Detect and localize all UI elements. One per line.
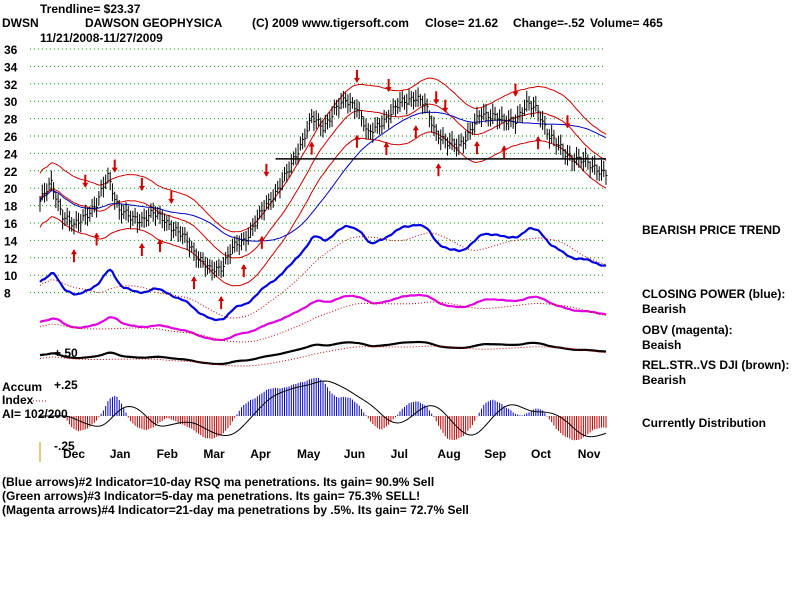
close-price: Close= 21.62	[425, 16, 499, 30]
closing-power-line	[39, 223, 607, 322]
y-tick-label: 26	[4, 130, 18, 144]
signal-arrows	[70, 69, 571, 310]
y-tick-label: 28	[4, 113, 18, 127]
copyright: (C) 2009 www.tigersoft.com	[252, 16, 409, 30]
down-arrow-head	[111, 167, 118, 173]
distribution-status: Currently Distribution	[642, 416, 767, 430]
down-arrow-head	[442, 107, 449, 113]
indicator-lines	[39, 223, 607, 367]
up-arrow-head	[156, 238, 163, 244]
y-tick-label: 20	[4, 182, 18, 196]
down-arrow-head	[138, 186, 145, 192]
down-arrow-head	[353, 77, 360, 83]
footer-line-3: (Magenta arrows)#4 Indicator=21-day ma p…	[2, 503, 469, 517]
volume-value: Volume= 465	[590, 16, 663, 30]
month-label: Jul	[391, 447, 408, 461]
y-tick-label: 30	[4, 95, 18, 109]
level-plus-25: +.25	[54, 378, 78, 392]
down-arrow-head	[263, 171, 270, 177]
ma-50-line	[39, 111, 607, 242]
up-arrow-head	[258, 235, 265, 241]
y-tick-label: 22	[4, 165, 18, 179]
y-tick-label: 12	[4, 252, 18, 266]
up-arrow-head	[138, 242, 145, 248]
date-range: 11/21/2008-11/27/2009	[40, 31, 163, 45]
level-plus-50: +.50	[54, 346, 78, 360]
up-arrow-head	[190, 276, 197, 282]
obv-value: Beaish	[642, 338, 682, 352]
down-arrow-head	[385, 86, 392, 92]
rel-strength-value: Bearish	[642, 373, 687, 387]
y-tick-label: 8	[4, 287, 11, 301]
bands	[39, 77, 607, 287]
month-label: Apr	[250, 447, 271, 461]
company-name: DAWSON GEOPHYSICA	[85, 16, 223, 30]
up-arrow-head	[435, 163, 442, 169]
y-tick-label: 34	[4, 60, 18, 74]
rel-strength-line	[39, 340, 607, 366]
up-arrow-head	[353, 134, 360, 140]
y-tick-label: 18	[4, 200, 18, 214]
index-label: Index	[2, 393, 34, 407]
up-arrow-head	[218, 296, 225, 302]
month-label: Mar	[203, 447, 225, 461]
accumulation-histogram	[30, 378, 607, 462]
month-label: May	[297, 447, 321, 461]
closing-power-value: Bearish	[642, 302, 687, 316]
month-label: Jun	[344, 447, 365, 461]
up-arrow-head	[308, 141, 315, 147]
up-arrow-head	[70, 249, 77, 255]
down-arrow-head	[564, 123, 571, 129]
up-arrow-head	[93, 232, 100, 238]
down-arrow-head	[168, 198, 175, 204]
month-label: Jan	[110, 447, 131, 461]
y-axis-ticks: 36 34 32 30 28 26 24 22 20 18 16 14 12 10 8	[4, 43, 18, 301]
closing-power-label: CLOSING POWER (blue):	[642, 287, 786, 301]
change-value: Change=-.52	[513, 16, 585, 30]
month-label: Nov	[578, 447, 601, 461]
month-label: Oct	[531, 447, 551, 461]
obv-label: OBV (magenta):	[642, 323, 733, 337]
month-label: Sep	[484, 447, 506, 461]
accum-label: Accum	[2, 380, 43, 394]
y-tick-label: 16	[4, 217, 18, 231]
obv-ma	[39, 301, 607, 343]
y-tick-label: 14	[4, 234, 18, 248]
down-arrow-head	[433, 99, 440, 105]
ai-label: AI= 102/200	[2, 407, 68, 421]
trend-status: BEARISH PRICE TREND	[642, 223, 781, 237]
obv-line	[39, 293, 607, 342]
y-tick-label: 32	[4, 78, 18, 92]
y-tick-label: 10	[4, 269, 18, 283]
closing-power-ma	[39, 232, 607, 319]
footer-line-2: (Green arrows)#3 Indicator=5-day ma pene…	[2, 489, 421, 503]
accum-ma-line	[40, 380, 607, 438]
up-arrow-head	[412, 125, 419, 131]
footer-line-1: (Blue arrows)#2 Indicator=10-day RSQ ma …	[2, 475, 435, 489]
rel-strength-ma	[39, 345, 607, 367]
up-arrow-head	[535, 136, 542, 142]
up-arrow-head	[383, 142, 390, 148]
up-arrow-head	[501, 145, 508, 151]
trendline-label: Trendline= $23.37	[40, 2, 141, 16]
month-label: Dec	[63, 447, 85, 461]
month-label: Feb	[157, 447, 178, 461]
y-tick-label: 36	[4, 43, 18, 57]
month-label: Aug	[437, 447, 460, 461]
symbol: DWSN	[2, 16, 39, 30]
ma-21-line	[39, 103, 607, 259]
lower-band	[39, 131, 607, 287]
down-arrow-head	[82, 182, 89, 188]
up-arrow-head	[240, 264, 247, 270]
grid-lines	[30, 48, 606, 294]
y-tick-label: 24	[4, 147, 18, 161]
level-minus-25: -.25	[54, 439, 75, 453]
price-bars	[39, 87, 608, 281]
up-arrow-head	[473, 141, 480, 147]
rel-strength-label: REL.STR..VS DJI (brown):	[642, 358, 790, 372]
down-arrow-head	[512, 91, 519, 97]
x-axis-months: Dec Jan Feb Mar Apr May Jun Jul Aug Sep Oct Nov	[63, 447, 601, 461]
